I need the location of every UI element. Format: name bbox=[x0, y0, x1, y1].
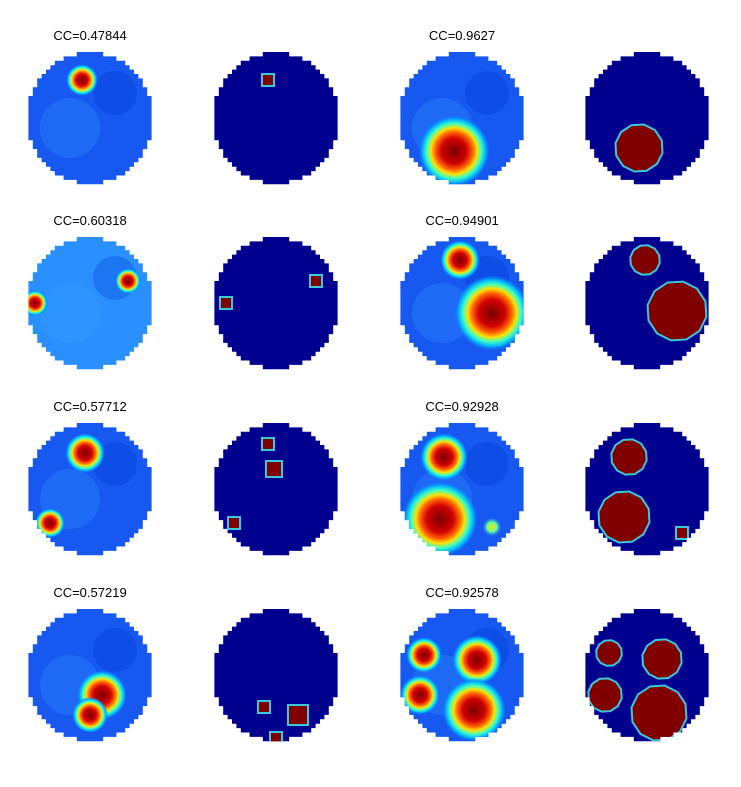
inclusions bbox=[629, 244, 708, 342]
texture bbox=[93, 71, 137, 115]
ground-truth-panel bbox=[585, 237, 709, 370]
texture bbox=[465, 71, 509, 115]
inclusions bbox=[614, 123, 664, 173]
inclusion bbox=[452, 635, 502, 685]
inclusion bbox=[257, 700, 271, 714]
inclusions bbox=[400, 628, 509, 742]
ground-truth-panel bbox=[585, 609, 709, 742]
inclusion bbox=[28, 290, 48, 316]
disk bbox=[214, 423, 338, 556]
ground-truth-panel bbox=[585, 423, 709, 556]
disk bbox=[28, 52, 152, 185]
inclusion bbox=[219, 296, 233, 310]
inclusion bbox=[309, 274, 323, 288]
inclusion bbox=[440, 240, 480, 280]
inclusions bbox=[597, 438, 689, 544]
texture bbox=[40, 98, 100, 158]
texture bbox=[412, 283, 472, 343]
inclusion bbox=[402, 481, 478, 556]
inclusion bbox=[630, 684, 688, 742]
panel-title: CC=0.57712 bbox=[53, 399, 126, 414]
inclusion bbox=[641, 638, 683, 680]
disk bbox=[214, 52, 338, 185]
inclusion bbox=[261, 73, 275, 87]
disk bbox=[585, 423, 709, 556]
reconstruction-panel bbox=[28, 52, 152, 185]
inclusion bbox=[287, 704, 309, 726]
inclusion bbox=[115, 268, 141, 294]
inclusion bbox=[406, 637, 442, 673]
reconstruction-panel bbox=[400, 609, 524, 742]
reconstruction-panel bbox=[400, 423, 524, 556]
inclusion bbox=[420, 433, 468, 481]
inclusion bbox=[65, 433, 105, 473]
ground-truth-panel bbox=[214, 423, 338, 556]
ground-truth-panel bbox=[214, 237, 338, 370]
inclusions bbox=[40, 64, 137, 158]
texture bbox=[465, 442, 509, 486]
inclusion bbox=[418, 115, 490, 185]
inclusion bbox=[587, 677, 623, 713]
inclusion bbox=[72, 697, 108, 733]
ground-truth-panel bbox=[214, 609, 338, 742]
ground-truth-panel bbox=[585, 52, 709, 185]
inclusion bbox=[265, 460, 283, 478]
ground-truth-panel bbox=[214, 52, 338, 185]
inclusion bbox=[614, 123, 664, 173]
inclusion bbox=[35, 508, 65, 538]
inclusion bbox=[482, 517, 502, 537]
texture bbox=[40, 283, 100, 343]
reconstruction-panel bbox=[400, 237, 524, 370]
inclusions bbox=[412, 71, 509, 185]
panel-title: CC=0.9627 bbox=[429, 28, 495, 43]
panel-title: CC=0.57219 bbox=[53, 585, 126, 600]
inclusion bbox=[610, 438, 648, 476]
inclusions bbox=[227, 437, 283, 530]
panel-title: CC=0.94901 bbox=[425, 213, 498, 228]
inclusions bbox=[28, 256, 141, 343]
inclusion bbox=[227, 516, 241, 530]
reconstruction-panel bbox=[400, 52, 524, 185]
inclusion bbox=[646, 280, 708, 342]
inclusions bbox=[219, 274, 323, 310]
disk bbox=[214, 237, 338, 370]
panel-title: CC=0.60318 bbox=[53, 213, 126, 228]
reconstruction-panel bbox=[28, 237, 152, 370]
inclusion bbox=[66, 64, 98, 96]
inclusion bbox=[675, 526, 689, 540]
inclusion bbox=[597, 490, 651, 544]
panel-title: CC=0.92578 bbox=[425, 585, 498, 600]
disk bbox=[28, 237, 152, 370]
inclusion bbox=[454, 275, 524, 351]
inclusions bbox=[261, 73, 275, 87]
reconstruction-panel bbox=[28, 423, 152, 556]
inclusions bbox=[587, 638, 688, 742]
inclusion bbox=[629, 244, 661, 276]
inclusion bbox=[595, 639, 623, 667]
inclusions bbox=[40, 628, 137, 733]
inclusion bbox=[400, 675, 440, 715]
inclusion bbox=[269, 731, 283, 742]
inclusion bbox=[261, 437, 275, 451]
inclusions bbox=[412, 240, 524, 351]
inclusions bbox=[257, 700, 309, 742]
panel-title: CC=0.47844 bbox=[53, 28, 126, 43]
panel-title: CC=0.92928 bbox=[425, 399, 498, 414]
inclusions bbox=[35, 433, 137, 538]
texture bbox=[93, 628, 137, 672]
reconstruction-panel bbox=[28, 609, 152, 742]
inclusion bbox=[442, 678, 506, 742]
disk bbox=[214, 609, 338, 742]
